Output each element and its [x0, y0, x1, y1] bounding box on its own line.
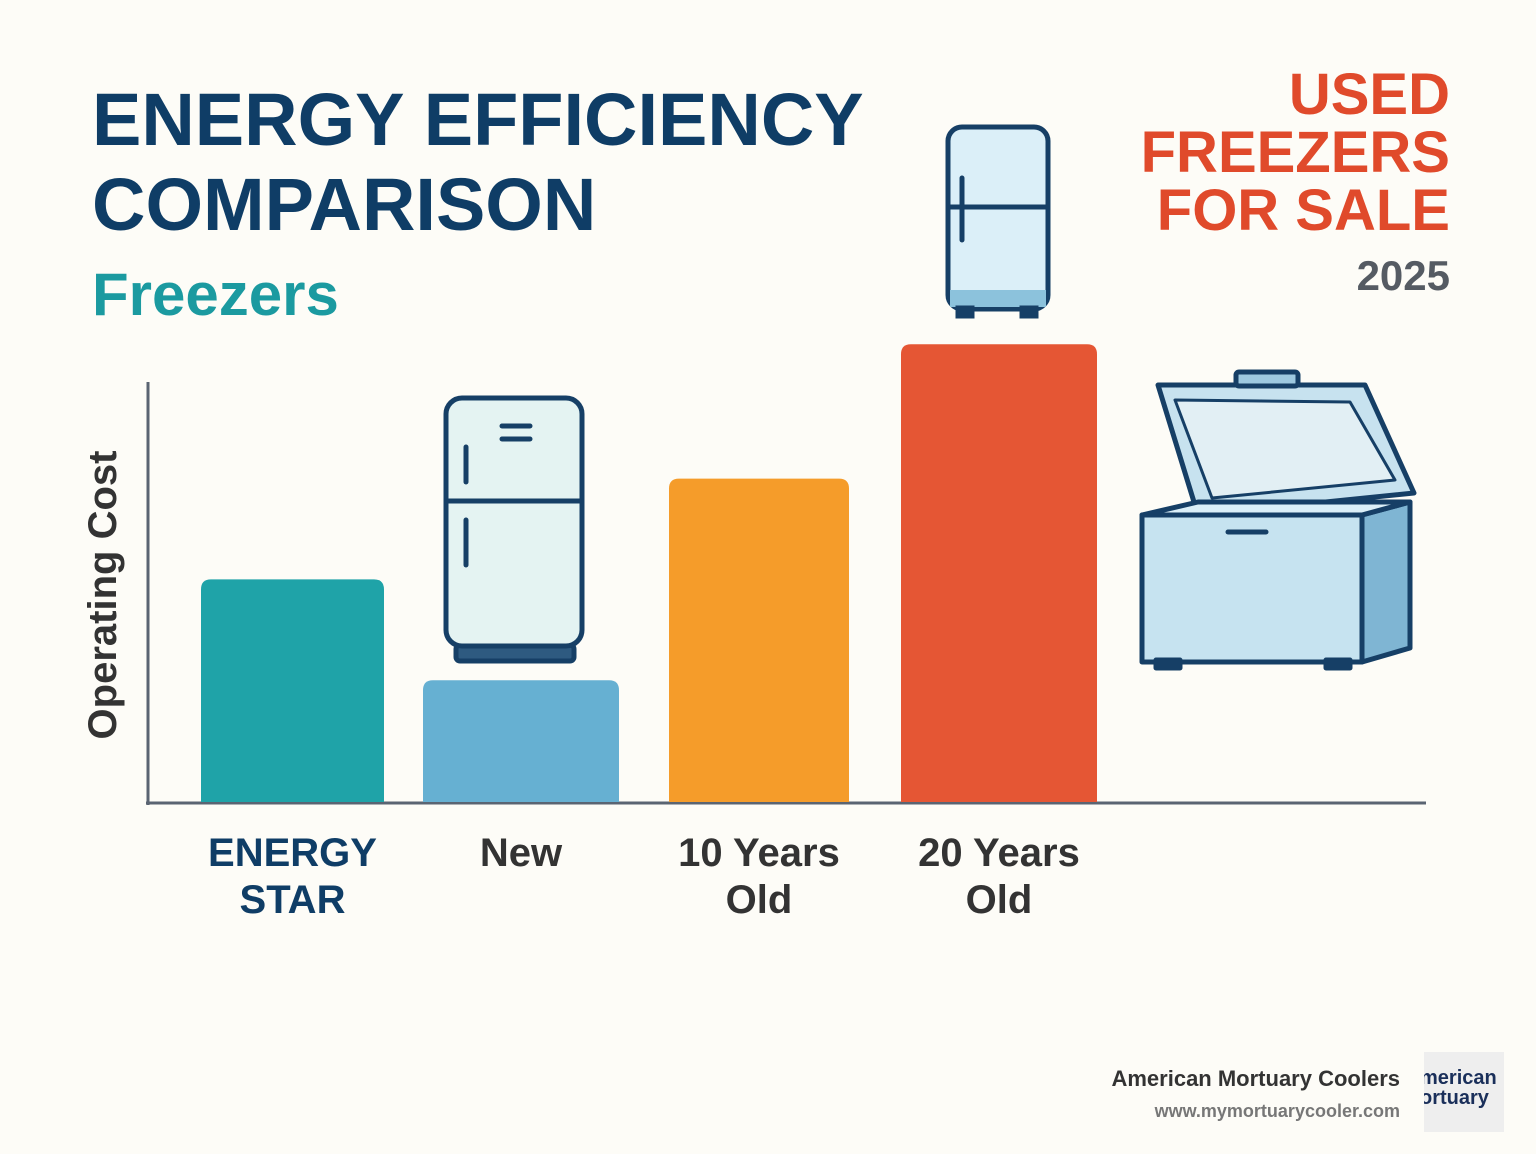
logo-box: [1424, 1052, 1504, 1132]
logo: merican ortuary: [1420, 1052, 1504, 1132]
badge-line: FOR SALE: [1157, 178, 1450, 243]
x-tick-label: 10 Years Old: [678, 831, 840, 922]
title-line: COMPARISON: [92, 163, 596, 246]
chest-freezer-icon: [1139, 369, 1417, 671]
bar: [423, 680, 619, 802]
badge-line: FREEZERS: [1141, 120, 1450, 185]
bars: [201, 344, 1097, 802]
logo-text: merican: [1420, 1067, 1497, 1089]
x-tick-label: ENERGY STAR: [208, 831, 377, 922]
fridge-icon: [443, 395, 585, 664]
title-line: ENERGY EFFICIENCY: [92, 78, 864, 161]
x-tick-label: 20 Years Old: [918, 831, 1080, 922]
badge-line: USED: [1289, 62, 1450, 127]
fridge-icon: [945, 124, 1051, 319]
y-axis-label: Operating Cost: [81, 451, 125, 740]
bar: [669, 478, 849, 802]
bar: [201, 579, 384, 802]
x-tick-label: New: [479, 831, 563, 875]
year: 2025: [1357, 252, 1450, 299]
subtitle: Freezers: [92, 261, 339, 328]
logo-text: ortuary: [1420, 1087, 1490, 1109]
footer-url: www.mymortuarycooler.com: [1154, 1101, 1400, 1121]
footer-company: American Mortuary Coolers: [1111, 1066, 1400, 1091]
bar: [901, 344, 1097, 802]
